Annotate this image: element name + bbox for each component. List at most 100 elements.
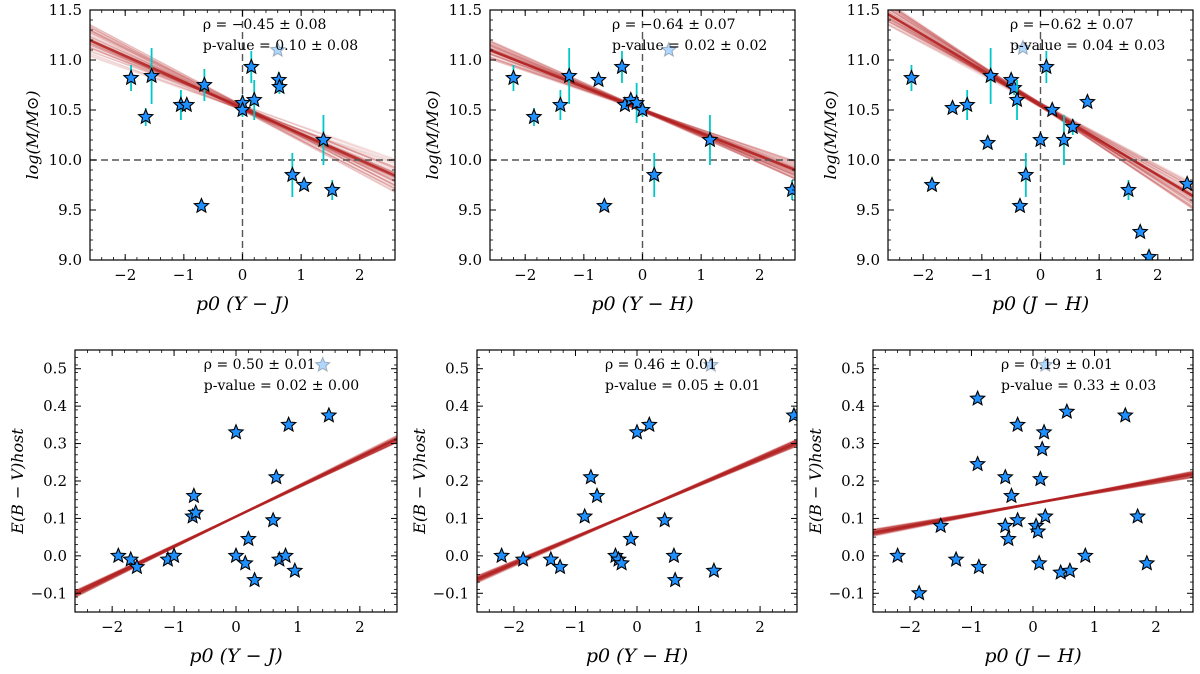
- data-point-20: [320, 406, 338, 423]
- x-axis-label: p0 (Y − H): [591, 293, 693, 315]
- x-axis-label: p0 (Y − J): [196, 293, 289, 315]
- data-point-15: [267, 468, 285, 485]
- x-tick-label: 1: [293, 618, 303, 636]
- data-point-4: [551, 558, 569, 575]
- x-tick-label: 2: [1151, 618, 1161, 636]
- y-tick-label: 0.1: [445, 509, 469, 527]
- y-tick-label: 10.0: [49, 151, 82, 169]
- data-point-10: [227, 546, 245, 564]
- data-point-18: [1033, 440, 1051, 457]
- x-tick-label: 1: [694, 618, 704, 636]
- x-tick-label: 0: [1036, 266, 1046, 284]
- data-point-13: [640, 415, 658, 433]
- y-tick-label: 0.1: [43, 509, 67, 527]
- x-tick-label: −2: [899, 618, 921, 636]
- data-point-25: [1116, 406, 1134, 423]
- x-tick-label: −1: [564, 618, 586, 636]
- data-point-26: [1129, 507, 1147, 524]
- data-point-7: [588, 487, 606, 504]
- data-point-4: [958, 96, 976, 113]
- y-tick-label: 0.4: [445, 397, 469, 415]
- data-point-18: [1119, 181, 1137, 198]
- y-tick-label: 9.5: [58, 201, 82, 219]
- y-tick-label: −0.1: [433, 584, 469, 602]
- y-tick-label: 0.2: [445, 472, 469, 490]
- data-point-5: [969, 389, 987, 406]
- y-tick-label: −0.1: [31, 584, 67, 602]
- annotation-pvalue: p-value = 0.04 ± 0.03: [1010, 38, 1165, 54]
- data-point-11: [622, 530, 640, 547]
- data-point-8: [187, 503, 205, 521]
- data-point-27: [1138, 554, 1156, 571]
- data-point-1: [889, 546, 907, 564]
- data-point-11: [245, 91, 263, 108]
- data-point-18: [280, 415, 298, 433]
- annotation-rho: ρ = 0.19 ± 0.01: [1001, 357, 1113, 373]
- panel-2: −2 −1 0 1 2 9.0 9.5 10.0 10.5 11.0 11.5 p0 (Y − H) l…: [423, 1, 796, 315]
- y-tick-label: 11.0: [449, 51, 482, 69]
- data-point-10: [999, 530, 1017, 547]
- data-point-14: [283, 166, 301, 183]
- y-tick-label: 11.5: [449, 1, 482, 19]
- fit-ensemble: [873, 470, 1193, 538]
- plot-area: [75, 356, 397, 599]
- data-point-5: [979, 134, 997, 151]
- data-point-14: [264, 511, 282, 528]
- data-point-4: [560, 67, 578, 84]
- data-point-5: [576, 507, 594, 524]
- data-point-1: [122, 69, 140, 86]
- data-point-9: [227, 423, 245, 440]
- data-point-12: [239, 530, 257, 547]
- x-tick-label: −1: [163, 618, 185, 636]
- data-point-6: [582, 468, 600, 485]
- data-point-11: [1017, 166, 1035, 183]
- data-point-16: [1064, 118, 1082, 135]
- data-point-20: [1036, 507, 1054, 524]
- data-point-12: [1032, 131, 1049, 148]
- y-tick-label: 0.1: [841, 509, 865, 527]
- y-tick-label: 0.3: [445, 435, 469, 453]
- data-point-8: [996, 468, 1014, 485]
- x-axis-label: p0 (Y − J): [189, 645, 282, 667]
- data-point-9: [996, 516, 1014, 534]
- y-tick-label: 10.5: [847, 101, 880, 119]
- y-tick-label: 9.0: [458, 251, 482, 269]
- y-tick-label: 0.4: [43, 397, 67, 415]
- data-point-18: [269, 41, 287, 58]
- x-tick-label: 0: [238, 266, 248, 284]
- data-point-10: [1011, 197, 1029, 214]
- data-point-14: [783, 181, 795, 198]
- x-tick-label: 2: [355, 266, 365, 284]
- annotation-pvalue: p-value = 0.33 ± 0.03: [1001, 378, 1156, 394]
- y-tick-label: 0.2: [841, 472, 865, 490]
- x-tick-label: 0: [1028, 618, 1038, 636]
- y-tick-label: 9.0: [58, 251, 82, 269]
- data-point-2: [122, 550, 140, 567]
- annotation-pvalue: p-value = 0.10 ± 0.08: [203, 38, 358, 54]
- y-axis-label: log(M/M⊙): [423, 90, 442, 179]
- y-tick-label: 0.3: [43, 435, 67, 453]
- x-tick-label: 1: [1090, 618, 1100, 636]
- data-point-2: [514, 550, 532, 567]
- x-tick-label: 2: [755, 618, 765, 636]
- x-tick-label: −1: [573, 266, 595, 284]
- y-tick-label: 0.0: [841, 547, 865, 565]
- data-point-15: [1029, 522, 1047, 539]
- data-point-5: [165, 546, 183, 564]
- x-tick-label: −2: [912, 266, 934, 284]
- data-point-23: [1061, 561, 1079, 579]
- data-point-13: [1037, 58, 1055, 75]
- data-point-22: [1014, 39, 1032, 56]
- annotation-rho: ρ = 0.50 ± 0.01: [204, 357, 316, 373]
- data-point-17: [1078, 93, 1096, 110]
- data-point-7: [970, 558, 988, 575]
- y-tick-label: 9.5: [856, 201, 880, 219]
- data-point-1: [504, 69, 522, 86]
- plot-area: [490, 10, 795, 260]
- y-tick-label: 10.5: [449, 101, 482, 119]
- data-point-1: [493, 546, 511, 564]
- y-axis-label: log(M/M⊙): [23, 90, 42, 179]
- x-tick-label: −1: [173, 266, 195, 284]
- plot-area: [90, 10, 395, 260]
- data-point-17: [323, 181, 341, 198]
